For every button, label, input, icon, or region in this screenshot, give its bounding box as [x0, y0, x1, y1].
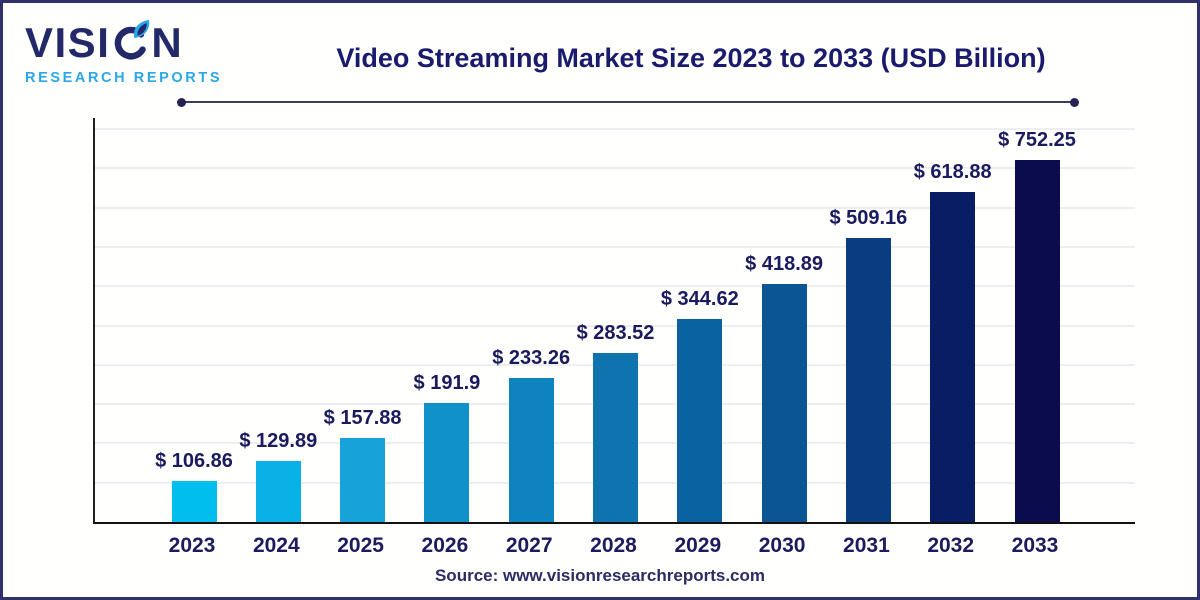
gridline: [95, 324, 1135, 327]
bar-2025: [340, 438, 386, 522]
bar-2027: [508, 378, 554, 522]
brand-name-left: VISI: [25, 19, 111, 66]
bar-2030: [761, 284, 807, 522]
x-axis-label-2032: 2032: [927, 534, 975, 557]
bar-value-label-2023: $ 106.86: [155, 450, 233, 472]
chart-title: Video Streaming Market Size 2023 to 2033…: [336, 43, 1046, 73]
bar-2032: [930, 192, 976, 522]
x-axis-label-2029: 2029: [674, 534, 722, 557]
x-axis-label-2027: 2027: [505, 534, 553, 557]
bar-value-label-2030: $ 418.89: [745, 253, 824, 275]
title-divider-line: [177, 97, 1079, 107]
gridline: [95, 245, 1135, 248]
gridline: [95, 285, 1135, 288]
bar-value-label-2031: $ 509.16: [829, 207, 908, 229]
bar-value-label-2024: $ 129.89: [239, 430, 318, 452]
source-attribution: Source: www.visionresearchreports.com: [434, 566, 766, 585]
bar-value-label-2028: $ 283.52: [576, 322, 655, 344]
x-axis-label-2028: 2028: [590, 534, 637, 557]
divider-dot-left: [177, 97, 186, 107]
bar-2031: [845, 238, 891, 522]
x-axis-label-2026: 2026: [421, 534, 469, 557]
chart-plot-area: $ 106.86 $ 129.89 $ 157.88 $ 191.9 $ 233.26 $…: [93, 118, 1135, 524]
x-axis-labels: 2023 2024 2025 2026 2027 2028 2029 2030 2031 2032…: [93, 534, 1133, 562]
bar-2024: [255, 461, 301, 522]
x-axis-label-2023: 2023: [168, 534, 216, 557]
bar-value-label-2033: $ 752.25: [998, 129, 1076, 151]
x-axis-label-2030: 2030: [758, 534, 806, 557]
bar-value-label-2032: $ 618.88: [913, 161, 992, 183]
bar-value-label-2025: $ 157.88: [323, 407, 402, 429]
x-axis-label-2031: 2031: [843, 534, 890, 557]
gridline: [95, 206, 1135, 209]
bar-value-label-2026: $ 191.9: [413, 372, 481, 394]
bar-2023: [171, 481, 217, 522]
x-axis-label-2025: 2025: [337, 534, 384, 557]
divider-dot-right: [1070, 97, 1079, 107]
bar-2028: [593, 353, 638, 522]
logo-swoosh-drop-icon: [115, 20, 150, 60]
x-axis-label-2033: 2033: [1011, 534, 1059, 557]
bar-2026: [424, 403, 470, 522]
bar-2033: [1014, 160, 1060, 522]
brand-subtitle: RESEARCH REPORTS: [25, 70, 223, 86]
bar-value-label-2029: $ 344.62: [660, 288, 739, 310]
bar-2029: [677, 319, 723, 522]
bar-value-label-2027: $ 233.26: [492, 347, 571, 369]
x-axis-label-2024: 2024: [252, 534, 300, 557]
gridline: [95, 128, 1135, 130]
brand-name-right: N: [151, 19, 184, 66]
gridline: [95, 167, 1135, 170]
brand-logo: VISI N RESEARCH REPORTS: [25, 17, 222, 86]
brand-name: VISI N: [25, 17, 222, 64]
